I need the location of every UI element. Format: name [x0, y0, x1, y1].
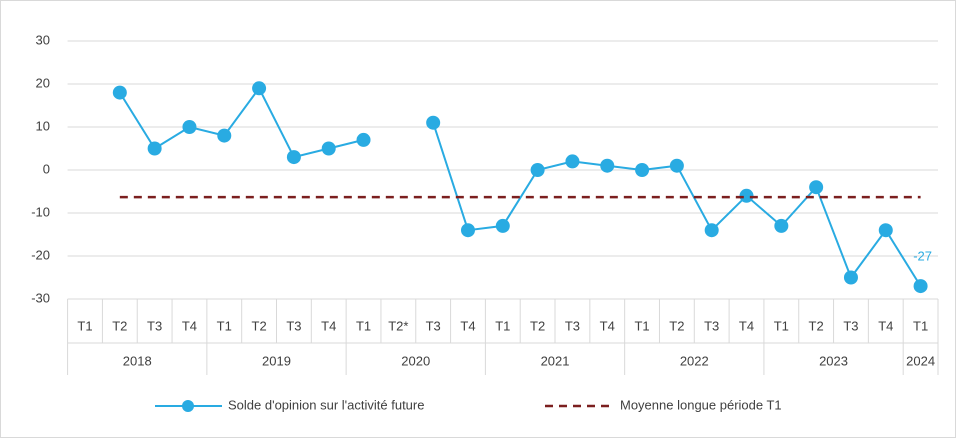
data-label: -27	[913, 249, 932, 264]
point	[878, 223, 893, 238]
point	[843, 270, 858, 285]
x-tick-label: T2	[112, 318, 127, 333]
x-tick-label: T3	[565, 318, 580, 333]
x-tick-label: T3	[843, 318, 858, 333]
y-tick-label: -30	[31, 290, 50, 305]
point	[635, 163, 650, 177]
y-tick-label: -20	[31, 247, 50, 262]
x-tick-label: T4	[878, 318, 893, 333]
x-tick-label: T1	[495, 318, 510, 333]
x-tick-label: T2*	[388, 318, 408, 333]
x-tick-label: T2	[530, 318, 545, 333]
point	[426, 115, 441, 130]
legend-marker	[182, 400, 194, 412]
point	[669, 158, 684, 173]
point	[112, 85, 127, 100]
x-tick-label: T1	[913, 318, 928, 333]
x-tick-label: T1	[217, 318, 232, 333]
x-tick-label: T1	[774, 318, 789, 333]
x-tick-label: T4	[460, 318, 475, 333]
group-label: 2020	[401, 353, 430, 368]
x-tick-label: T1	[356, 318, 371, 333]
x-tick-label: T1	[77, 318, 92, 333]
y-tick-label: 10	[36, 118, 50, 133]
y-tick-label: 0	[43, 161, 50, 176]
y-tick-label: -10	[31, 204, 50, 219]
point	[252, 81, 267, 96]
legend-label: Moyenne longue période T1	[620, 397, 782, 412]
point	[286, 150, 301, 165]
x-tick-label: T1	[634, 318, 649, 333]
group-label: 2021	[541, 353, 570, 368]
point	[565, 154, 580, 169]
y-tick-label: 30	[36, 32, 50, 47]
group-label: 2018	[123, 353, 152, 368]
group-label: 2019	[262, 353, 291, 368]
point	[460, 223, 475, 238]
point	[809, 180, 824, 195]
x-tick-label: T2	[252, 318, 267, 333]
x-tick-label: T3	[426, 318, 441, 333]
point	[600, 158, 615, 173]
point	[356, 132, 371, 147]
x-tick-label: T4	[600, 318, 615, 333]
x-tick-label: T4	[739, 318, 754, 333]
x-tick-label: T4	[182, 318, 197, 333]
x-tick-label: T3	[704, 318, 719, 333]
point	[147, 141, 162, 156]
legend-label: Solde d'opinion sur l'activité future	[228, 397, 424, 412]
group-label: 2023	[819, 353, 848, 368]
x-tick-label: T3	[147, 318, 162, 333]
point	[530, 163, 545, 177]
x-tick-label: T4	[321, 318, 336, 333]
point	[495, 218, 510, 233]
x-tick-label: T3	[286, 318, 301, 333]
point	[774, 218, 789, 233]
group-label: 2024	[906, 353, 935, 368]
y-tick-label: 20	[36, 75, 50, 90]
point	[321, 141, 336, 156]
point	[704, 223, 719, 238]
point	[739, 188, 754, 203]
group-label: 2022	[680, 353, 709, 368]
point	[217, 128, 232, 143]
point	[182, 120, 197, 134]
point	[913, 279, 928, 294]
x-tick-label: T2	[669, 318, 684, 333]
x-tick-label: T2	[809, 318, 824, 333]
